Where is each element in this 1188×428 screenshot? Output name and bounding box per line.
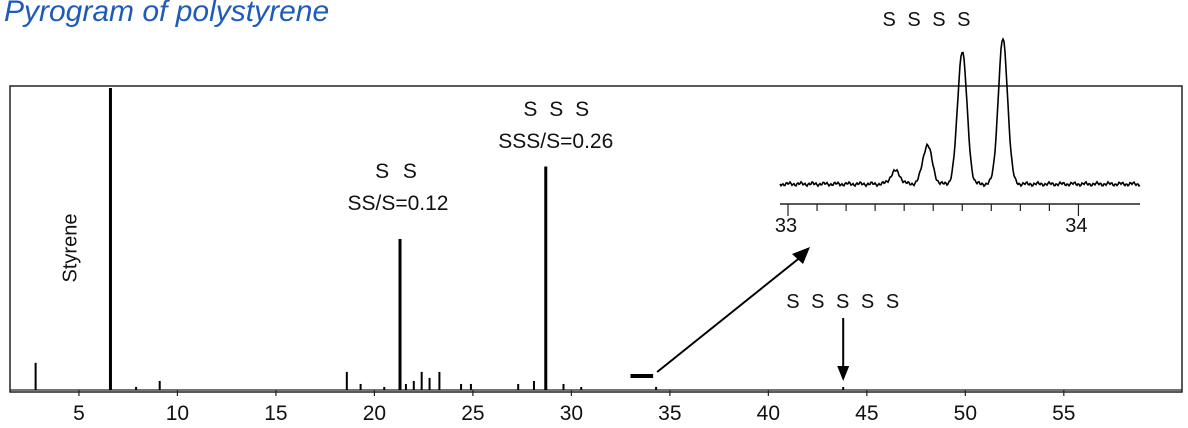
- chart-title: Pyrogram of polystyrene: [4, 0, 330, 28]
- inset-x-tick-label: 34: [1065, 215, 1087, 237]
- zoom-indicator: [630, 247, 810, 378]
- x-tick-label: 40: [757, 402, 780, 425]
- x-tick-label: 30: [560, 402, 583, 425]
- annotation-styrene: Styrene: [59, 214, 81, 283]
- x-tick-label: 15: [264, 402, 287, 425]
- sssss-arrow-head: [837, 366, 850, 381]
- annotations-layer: Styrene S S SS/S=0.12 S S S SSS/S=0.26 S S S …: [59, 98, 902, 381]
- annotation-ss-ratio: SS/S=0.12: [348, 192, 449, 215]
- x-tick-label: 55: [1052, 402, 1075, 425]
- x-tick-label: 45: [855, 402, 878, 425]
- inset-trace: [779, 37, 1141, 188]
- inset-chart: 33 34 S S S S: [775, 9, 1141, 237]
- x-axis: 5 10 15 20 25 30 35 40 45 50 55: [73, 390, 1075, 425]
- annotation-sssss: S S S S S: [786, 291, 902, 313]
- x-tick-label: 20: [363, 402, 386, 425]
- annotation-ss: S S: [375, 160, 421, 183]
- x-tick-label: 25: [461, 402, 484, 425]
- x-tick-label: 10: [166, 402, 189, 425]
- x-tick-label: 50: [954, 402, 977, 425]
- zoom-arrow-head: [792, 247, 810, 264]
- annotation-sss: S S S: [523, 98, 592, 121]
- peaks-layer: [34, 88, 845, 390]
- inset-x-tick-label: 33: [775, 215, 797, 237]
- annotation-sss-ratio: SSS/S=0.26: [498, 130, 613, 153]
- inset-title: S S S S: [882, 9, 973, 31]
- zoom-arrow-shaft: [656, 255, 803, 373]
- plot-frame: [9, 85, 1183, 393]
- x-tick-label: 35: [658, 402, 681, 425]
- x-tick-label: 5: [73, 402, 85, 425]
